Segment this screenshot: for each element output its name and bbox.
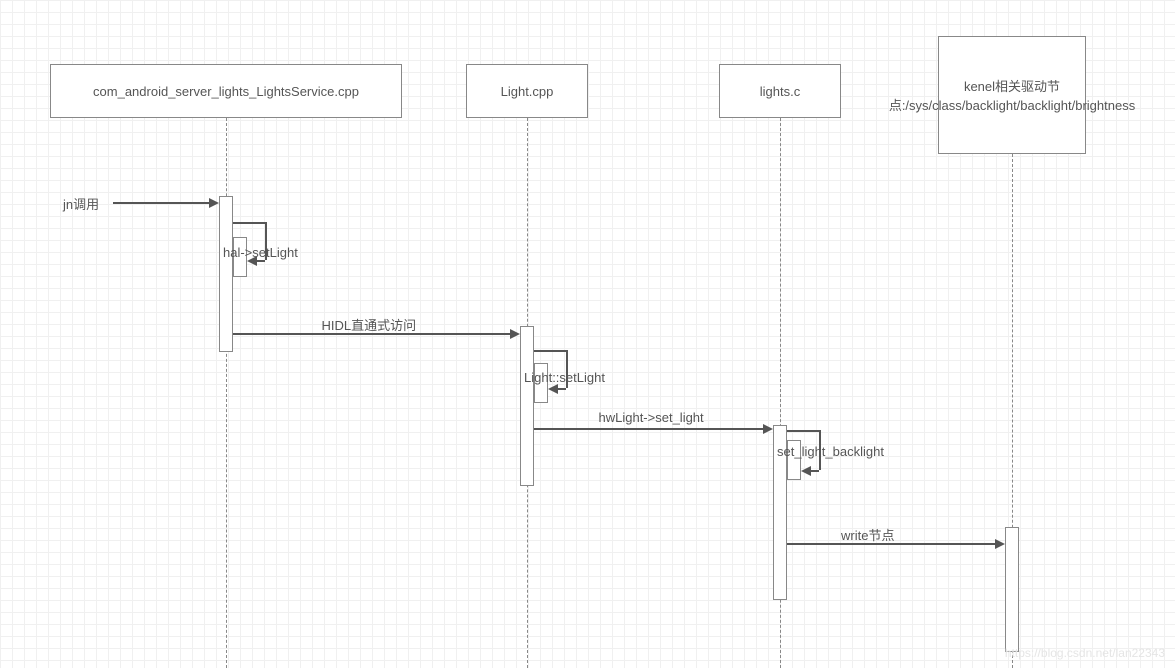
message-label: jn调用 [63,194,99,213]
arrow-line [534,428,765,430]
arrow-head [209,198,219,208]
watermark: https://blog.csdn.net/lan22343 [1005,646,1165,660]
participant-p2: Light.cpp [466,64,588,118]
message-label: write节点 [841,525,894,544]
message-label: Light::setLight [524,370,605,385]
participant-label: lights.c [760,84,800,99]
message-label: HIDL直通式访问 [322,315,417,334]
participant-p1: com_android_server_lights_LightsService.… [50,64,402,118]
activation [219,196,233,352]
activation [520,326,534,486]
participant-p3: lights.c [719,64,841,118]
activation [1005,527,1019,652]
arrow-head [548,384,558,394]
participant-label: com_android_server_lights_LightsService.… [93,84,359,99]
arrow-head [801,466,811,476]
arrow-head [510,329,520,339]
participant-label: Light.cpp [501,84,554,99]
arrow-head [995,539,1005,549]
participant-p4: kenel相关驱动节点:/sys/class/backlight/backlig… [938,36,1086,154]
participant-label: kenel相关驱动节点:/sys/class/backlight/backlig… [889,76,1135,114]
arrow-line [113,202,211,204]
message-label: hwLight->set_light [599,410,704,425]
message-label: set_light_backlight [777,444,884,459]
message-label: hal->setLight [223,245,298,260]
arrow-head [763,424,773,434]
